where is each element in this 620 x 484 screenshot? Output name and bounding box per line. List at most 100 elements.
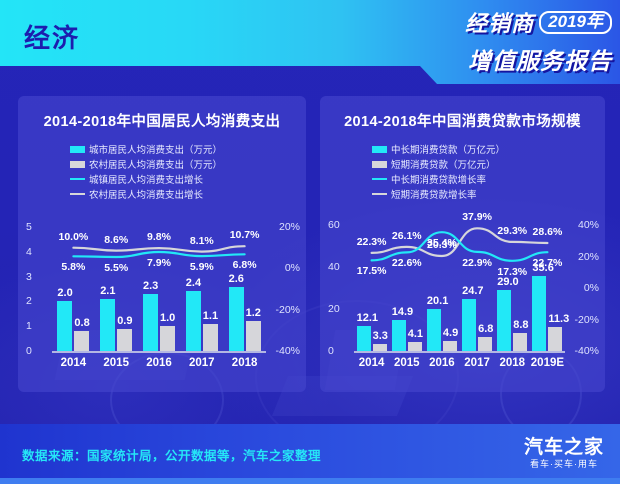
y-axis-right-tick: 0%	[583, 282, 599, 294]
trend-lines	[72, 245, 246, 259]
y-axis-left-tick: 4	[26, 245, 32, 258]
bar-value-label: 3.3	[372, 330, 388, 343]
y-axis-right-tick: 0%	[284, 262, 300, 275]
y-axis-right-tick: -20%	[275, 303, 300, 316]
x-axis-tick-label: 2014	[60, 357, 87, 369]
y-axis-right-tick: 20%	[577, 250, 599, 263]
trend-value-label: 29.3%	[497, 224, 528, 237]
legend-item-label: 农村居民人均消费支出增长	[89, 190, 204, 201]
bar-secondary	[202, 323, 218, 351]
brand-logo-tagline: 看车·买车·用车	[529, 459, 598, 469]
trend-value-label: 5.5%	[104, 261, 129, 274]
trend-value-label: 9.8%	[147, 231, 171, 244]
bar-secondary	[372, 344, 387, 351]
legend-line-icon	[70, 193, 85, 195]
y-axis-right-tick: -40%	[574, 345, 599, 357]
bar-secondary	[478, 336, 493, 351]
chart-panel-left: 2014-2018年中国居民人均消费支出 城市居民人均消费支出（万元） 农村居民人…	[18, 96, 306, 392]
trend-value-label: 6.8%	[232, 259, 257, 272]
legend-item: 城镇居民人均消费支出增长	[70, 172, 306, 186]
x-axis-tick-label: 2017	[189, 357, 215, 369]
y-axis-left-tick: 1	[26, 320, 32, 333]
y-axis-left-tick: 0	[328, 345, 334, 357]
trend-value-label: 37.9%	[462, 211, 492, 224]
y-axis-left-tick: 2	[26, 295, 32, 308]
bar-value-label: 6.8	[478, 322, 494, 335]
bar-primary	[356, 325, 371, 351]
legend-line-icon	[372, 178, 387, 180]
legend-item-label: 短期消费贷款增长率	[391, 190, 477, 201]
bar-secondary	[117, 328, 133, 351]
bar-value-label: 12.1	[356, 311, 378, 324]
trend-line-primary	[72, 250, 246, 259]
legend-item-label: 城镇居民人均消费支出增长	[89, 175, 204, 186]
trend-value-label: 17.5%	[356, 265, 387, 278]
trend-value-label: 10.7%	[229, 229, 260, 242]
chart-legend-right: 中长期消费贷款（万亿元） 短期消费贷款（万亿元） 中长期消费贷款增长率 短期消费贷款增…	[320, 142, 605, 201]
bar-secondary	[74, 331, 90, 351]
bar-value-label: 4.1	[407, 328, 424, 341]
bar-value-label: 1.2	[245, 307, 261, 320]
bar-value-label: 8.8	[513, 318, 529, 331]
bar-secondary	[513, 332, 528, 351]
x-axis-tick-label: 2017	[464, 357, 490, 369]
legend-swatch-icon	[372, 145, 387, 153]
legend-item: 农村居民人均消费支出增长	[70, 187, 306, 201]
y-axis-left-tick: 20	[328, 303, 340, 315]
trend-value-label: 20.3%	[427, 239, 457, 252]
bar-primary	[57, 301, 73, 351]
legend-item-label: 中长期消费贷款增长率	[391, 175, 487, 186]
page-title: 经济	[24, 23, 81, 53]
trend-value-label: 22.6%	[391, 257, 422, 270]
bar-secondary	[442, 340, 457, 351]
x-axis-tick-label: 2016	[146, 357, 172, 369]
bar-value-label: 1.0	[160, 312, 176, 325]
data-source-note: 数据来源：国家统计局，公开数据等，汽车之家整理	[22, 449, 322, 463]
x-axis-tick-label: 2016	[429, 357, 455, 369]
trend-value-label: 8.6%	[104, 233, 129, 246]
legend-item: 城市居民人均消费支出（万元）	[70, 142, 306, 156]
trend-value-label: 26.1%	[391, 229, 422, 242]
trend-value-label: 28.6%	[532, 225, 563, 238]
chart-legend-left: 城市居民人均消费支出（万元） 农村居民人均消费支出（万元） 城镇居民人均消费支出增长…	[18, 142, 306, 201]
footer-accent-bar	[0, 478, 620, 484]
x-axis-tick-label: 2015	[393, 357, 420, 369]
trend-value-label: 5.9%	[189, 261, 214, 274]
trend-value-label: 22.9%	[462, 256, 492, 269]
bar-primary	[462, 299, 477, 351]
x-axis-tick-label: 2018	[499, 357, 526, 369]
bar-value-label: 14.9	[391, 305, 414, 318]
bar-value-label: 35.6	[532, 262, 554, 275]
bar-primary	[185, 291, 201, 351]
y-axis-left-tick: 3	[26, 270, 32, 283]
y-axis-right-tick: -20%	[574, 313, 599, 326]
bar-value-label: 29.0	[497, 276, 519, 289]
trend-value-label: 35.4%	[427, 237, 457, 250]
bar-value-label: 1.1	[202, 309, 219, 322]
y-axis-right-tick: 40%	[577, 219, 599, 231]
bar-value-label: 11.3	[548, 313, 570, 326]
y-axis-left-tick: 60	[328, 219, 340, 231]
y-axis-left-tick: 0	[26, 345, 32, 357]
x-axis-tick-label: 2014	[358, 357, 385, 369]
bar-primary	[497, 290, 512, 351]
trend-line-primary	[370, 231, 549, 262]
trend-value-label: 22.7%	[532, 257, 563, 270]
x-axis-tick-label: 2019E	[530, 357, 565, 369]
x-axis-tick-label: 2018	[231, 357, 258, 369]
bar-secondary	[245, 321, 261, 351]
chart-title-right: 2014-2018年中国消费贷款市场规模	[344, 114, 581, 130]
bar-primary	[426, 308, 441, 351]
bar-secondary	[160, 326, 175, 351]
bar-primary	[143, 293, 158, 351]
legend-item: 中长期消费贷款增长率	[372, 172, 605, 186]
bar-value-label: 2.4	[185, 277, 202, 290]
x-axis-line	[354, 351, 565, 353]
bar-value-label: 2.3	[143, 279, 159, 292]
x-axis-tick-label: 2015	[103, 357, 129, 369]
badge-year: 2019年	[539, 10, 612, 34]
report-badge: 经销商 2019年 增值服务报告	[426, 6, 612, 78]
trend-value-label: 22.3%	[356, 235, 387, 248]
trend-value-label: 17.3%	[497, 265, 528, 278]
bar-secondary	[407, 342, 422, 351]
